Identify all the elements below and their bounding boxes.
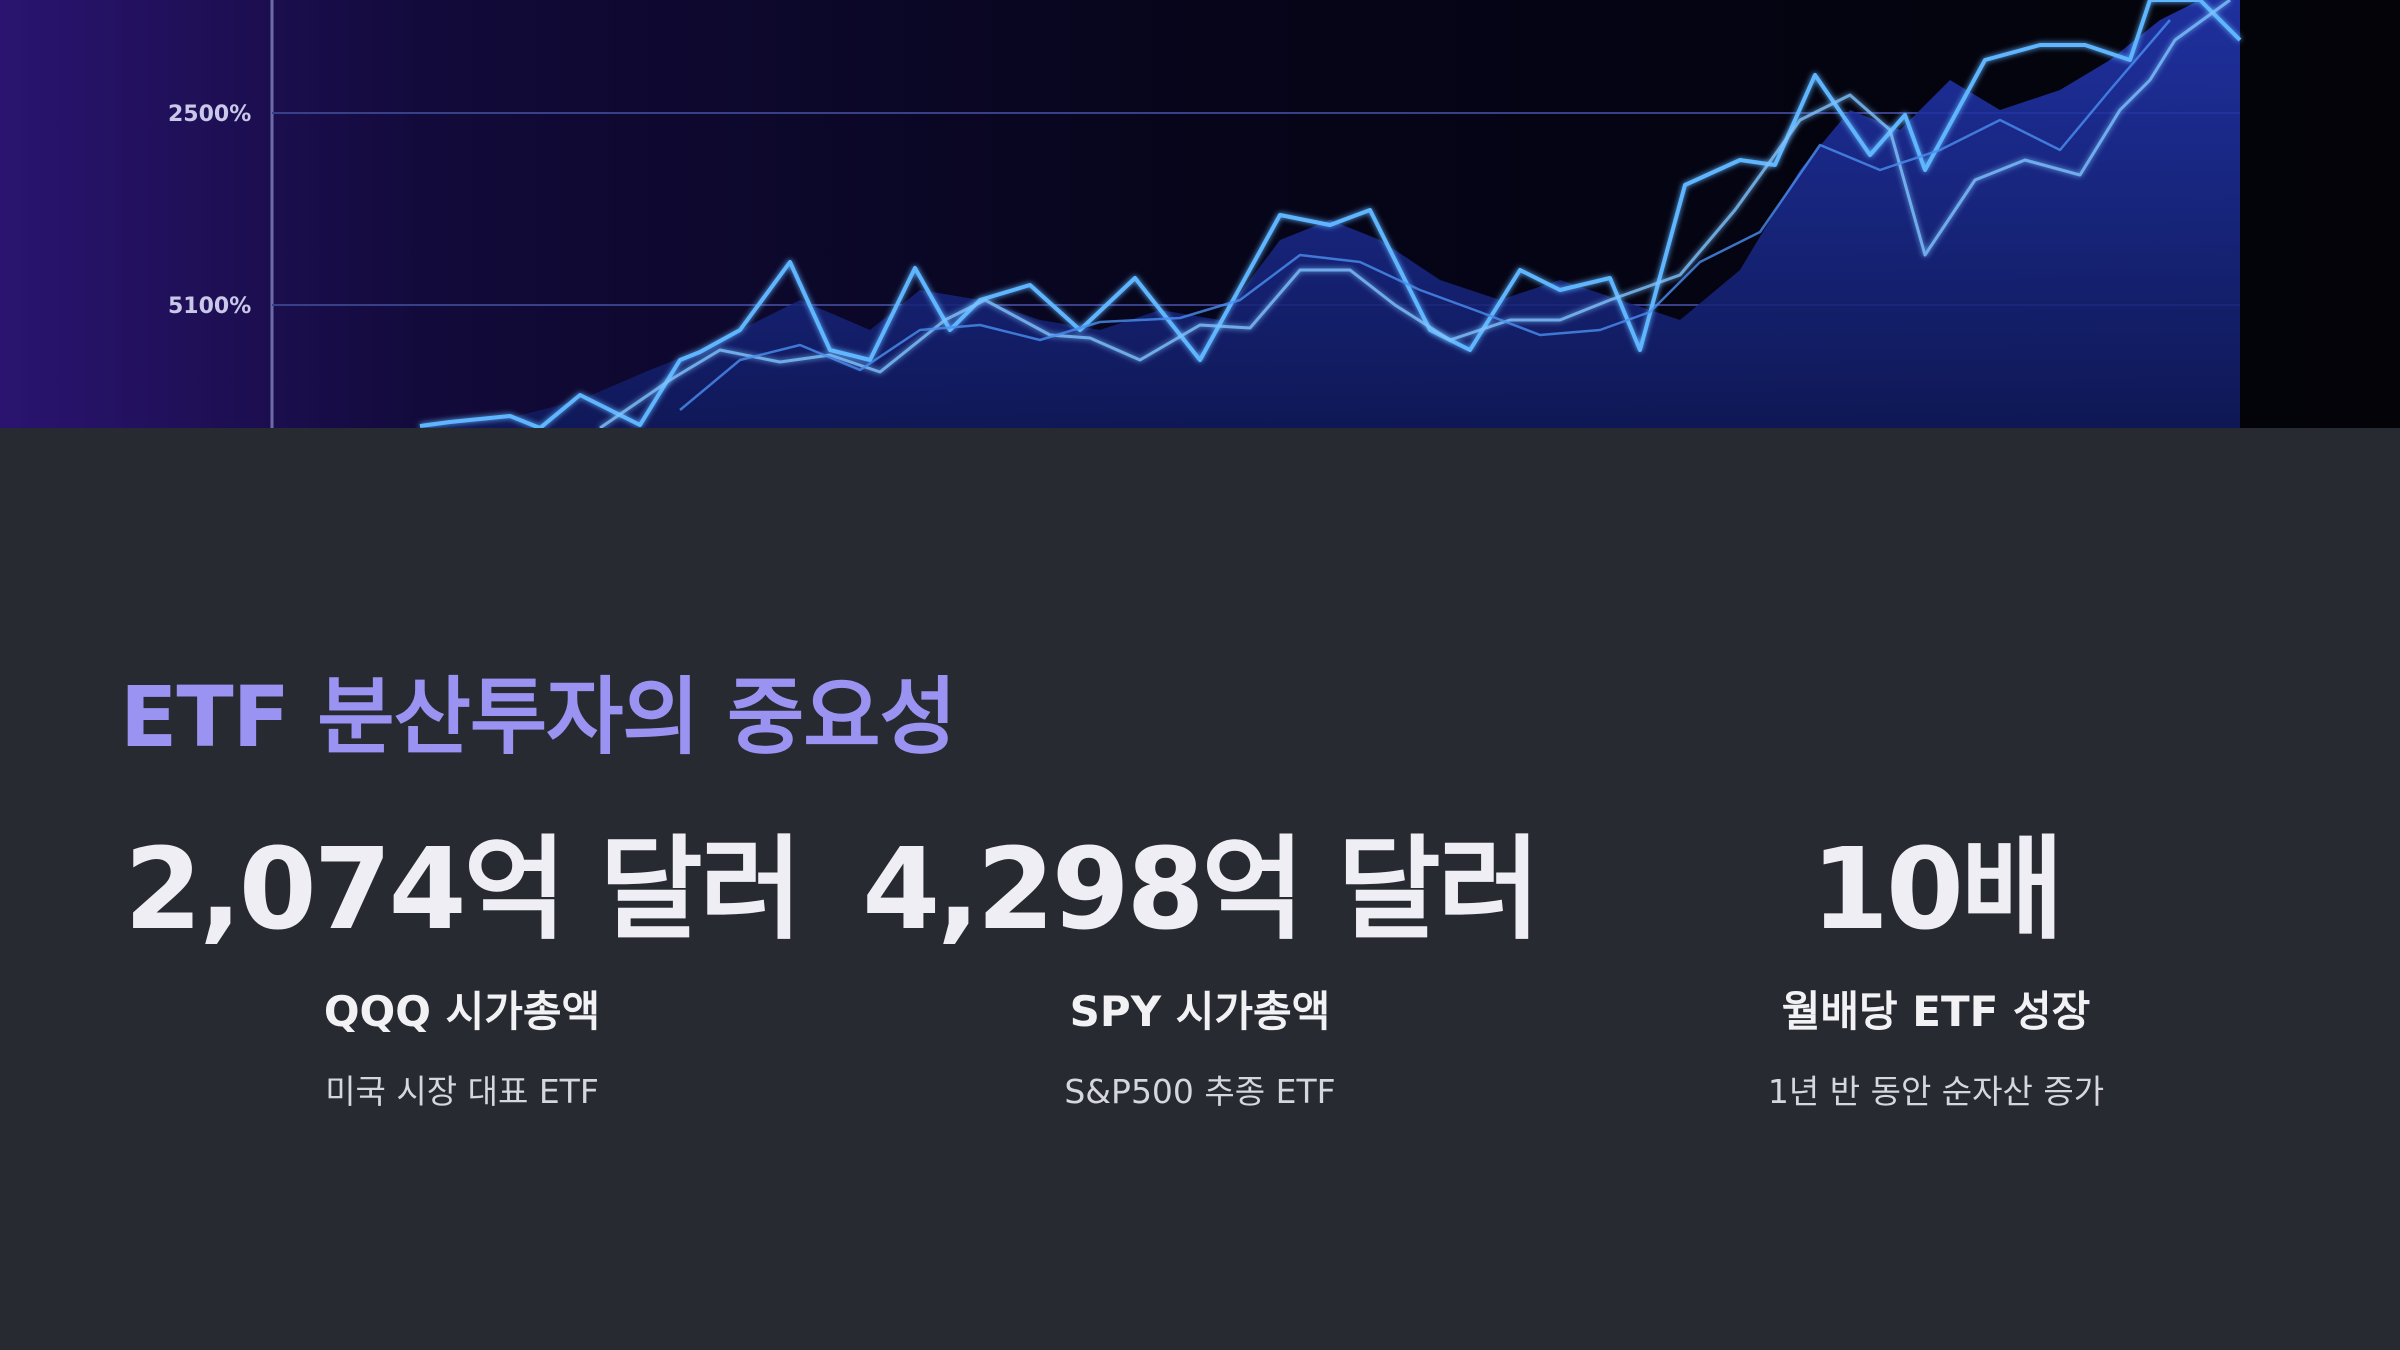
section-title: ETF 분산투자의 중요성 xyxy=(120,668,957,766)
area-fill xyxy=(420,0,2240,428)
stat-description: S&P500 추종 ETF xyxy=(1064,1072,1336,1111)
stat-description: 미국 시장 대표 ETF xyxy=(325,1072,599,1111)
stat-label: SPY 시가총액 xyxy=(1069,987,1331,1036)
series-line-3 xyxy=(679,19,2171,411)
series-line-2 xyxy=(599,0,2231,428)
stat-label: QQQ 시가총액 xyxy=(323,987,601,1036)
stat-value: 2,074억 달러 xyxy=(124,825,802,955)
decorative-line-chart: 2500% 5100% xyxy=(0,0,2400,428)
stat-label: 월배당 ETF 성장 xyxy=(1781,987,2091,1036)
stat-card-monthly-dividend: 10배 월배당 ETF 성장 1년 반 동안 순자산 증가 xyxy=(1566,820,2306,1113)
stat-description: 1년 반 동안 순자산 증가 xyxy=(1767,1072,2105,1111)
axis-label-1: 2500% xyxy=(168,102,251,127)
stat-card-spy: 4,298억 달러 SPY 시가총액 S&P500 추종 ETF xyxy=(830,820,1570,1113)
axis-label-2: 5100% xyxy=(168,294,251,319)
hero-chart-image: 2500% 5100% xyxy=(0,0,2400,428)
stat-value: 4,298억 달러 xyxy=(862,825,1540,955)
stat-value: 10배 xyxy=(1811,825,2064,955)
stat-card-qqq: 2,074억 달러 QQQ 시가총액 미국 시장 대표 ETF xyxy=(92,820,832,1113)
